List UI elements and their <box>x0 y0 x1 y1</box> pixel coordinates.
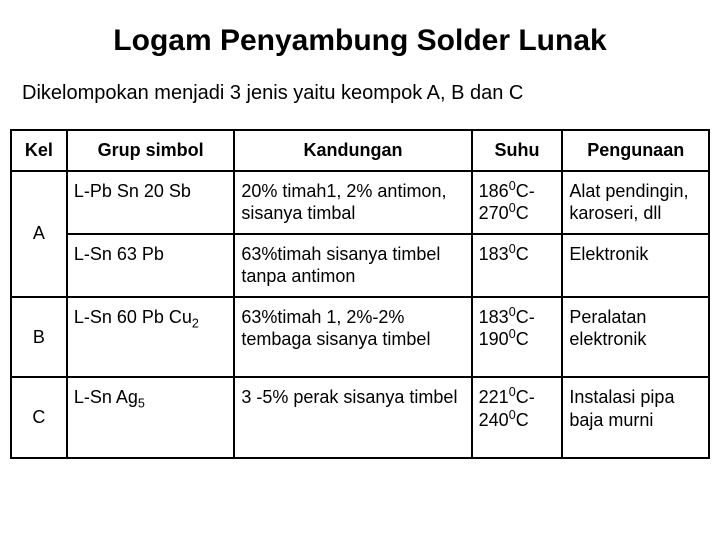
cell-peng: Instalasi pipa baja murni <box>562 377 709 458</box>
cell-suhu: 2210C-2400C <box>472 377 563 458</box>
table-row: A L-Pb Sn 20 Sb 20% timah1, 2% antimon, … <box>11 171 709 234</box>
cell-grup: L-Pb Sn 20 Sb <box>67 171 235 234</box>
cell-peng: Alat pendingin, karoseri, dll <box>562 171 709 234</box>
solder-table: Kel Grup simbol Kandungan Suhu Pengunaan… <box>10 129 710 459</box>
cell-suhu: 1830C <box>472 234 563 297</box>
cell-kel-c: C <box>11 377 67 458</box>
cell-kand: 20% timah1, 2% antimon, sisanya timbal <box>234 171 471 234</box>
cell-kel-a: A <box>11 171 67 297</box>
cell-suhu: 1860C-2700C <box>472 171 563 234</box>
page-subtitle: Dikelompokan menjadi 3 jenis yaitu keomp… <box>10 82 710 105</box>
col-grup: Grup simbol <box>67 130 235 171</box>
cell-kel-b: B <box>11 297 67 378</box>
table-row: B L-Sn 60 Pb Cu2 63%timah 1, 2%-2% temba… <box>11 297 709 378</box>
cell-peng: Peralatan elektronik <box>562 297 709 378</box>
cell-grup: L-Sn 60 Pb Cu2 <box>67 297 235 378</box>
page-title: Logam Penyambung Solder Lunak <box>10 24 710 58</box>
table-row: L-Sn 63 Pb 63%timah sisanya timbel tanpa… <box>11 234 709 297</box>
cell-peng: Elektronik <box>562 234 709 297</box>
table-row: C L-Sn Ag5 3 -5% perak sisanya timbel 22… <box>11 377 709 458</box>
col-kel: Kel <box>11 130 67 171</box>
col-kand: Kandungan <box>234 130 471 171</box>
table-header-row: Kel Grup simbol Kandungan Suhu Pengunaan <box>11 130 709 171</box>
cell-grup: L-Sn Ag5 <box>67 377 235 458</box>
cell-kand: 63%timah sisanya timbel tanpa antimon <box>234 234 471 297</box>
col-peng: Pengunaan <box>562 130 709 171</box>
cell-suhu: 1830C-1900C <box>472 297 563 378</box>
col-suhu: Suhu <box>472 130 563 171</box>
cell-grup: L-Sn 63 Pb <box>67 234 235 297</box>
cell-kand: 3 -5% perak sisanya timbel <box>234 377 471 458</box>
cell-kand: 63%timah 1, 2%-2% tembaga sisanya timbel <box>234 297 471 378</box>
